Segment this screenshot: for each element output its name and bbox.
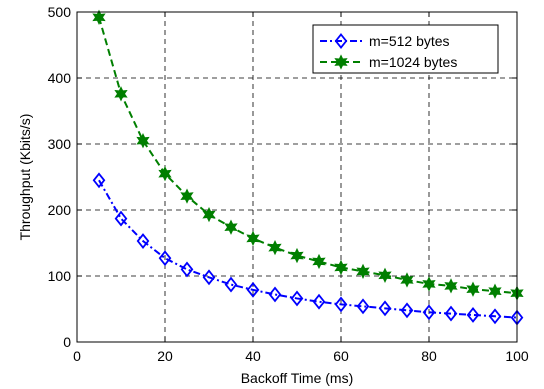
data-point: [246, 230, 260, 247]
legend-marker: [334, 54, 348, 70]
data-point: [334, 296, 348, 313]
y-axis-label: Throughput (Kbits/s): [17, 114, 33, 241]
plot-frame: [76, 11, 518, 343]
legend-marker: [334, 33, 348, 49]
data-point: [136, 133, 150, 149]
legend-label: m=512 bytes: [369, 33, 450, 49]
data-point: [400, 272, 414, 288]
y-tick-label: 300: [48, 136, 72, 152]
data-point: [378, 267, 392, 284]
axis-ticks: 0 20 40 60 80 100 0 100 200 300 400 500: [48, 4, 529, 364]
data-point: [444, 305, 458, 322]
data-point: [334, 259, 348, 276]
x-tick-label: 60: [333, 348, 349, 364]
x-tick-label: 20: [157, 348, 173, 364]
data-point: [246, 281, 260, 298]
y-tick-label: 0: [63, 334, 71, 350]
legend-entry: m=512 bytes: [320, 33, 450, 49]
data-point: [268, 239, 282, 256]
x-tick-label: 100: [505, 348, 529, 364]
data-point: [290, 290, 304, 307]
data-point: [422, 276, 436, 292]
data-point: [114, 86, 128, 102]
x-tick-label: 40: [245, 348, 261, 364]
data-point: [158, 250, 172, 267]
y-tick-label: 400: [48, 70, 72, 86]
y-tick-label: 500: [48, 4, 72, 20]
data-point: [356, 263, 370, 280]
legend-entry: m=1024 bytes: [320, 54, 457, 70]
data-point: [312, 293, 326, 310]
data-point: [224, 276, 238, 293]
data-point: [488, 308, 502, 325]
data-point: [180, 261, 194, 278]
data-point: [158, 166, 172, 182]
data-point: [136, 233, 150, 249]
data-point: [466, 306, 480, 323]
series-2: [92, 9, 524, 301]
data-point: [290, 247, 304, 264]
data-point: [444, 278, 458, 294]
y-tick-label: 200: [48, 202, 72, 218]
data-point: [466, 281, 480, 297]
data-point: [202, 269, 216, 286]
x-axis-label: Backoff Time (ms): [241, 370, 354, 386]
legend-label: m=1024 bytes: [369, 54, 457, 70]
data-point: [488, 283, 502, 299]
y-tick-label: 100: [48, 268, 72, 284]
data-point: [92, 9, 106, 25]
data-point: [202, 206, 216, 223]
series-layer: [92, 9, 524, 326]
x-tick-label: 0: [73, 348, 81, 364]
legend: m=512 bytes m=1024 bytes: [312, 24, 499, 74]
data-point: [378, 300, 392, 317]
data-point: [224, 219, 238, 235]
data-point: [312, 253, 326, 270]
x-tick-label: 80: [421, 348, 437, 364]
series-1: [92, 172, 524, 326]
data-point: [180, 188, 194, 204]
data-point: [356, 298, 370, 315]
data-point: [114, 210, 128, 227]
data-point: [92, 172, 106, 189]
data-point: [268, 286, 282, 303]
data-point: [422, 304, 436, 321]
data-point: [400, 302, 414, 319]
series-line: [98, 17, 518, 295]
